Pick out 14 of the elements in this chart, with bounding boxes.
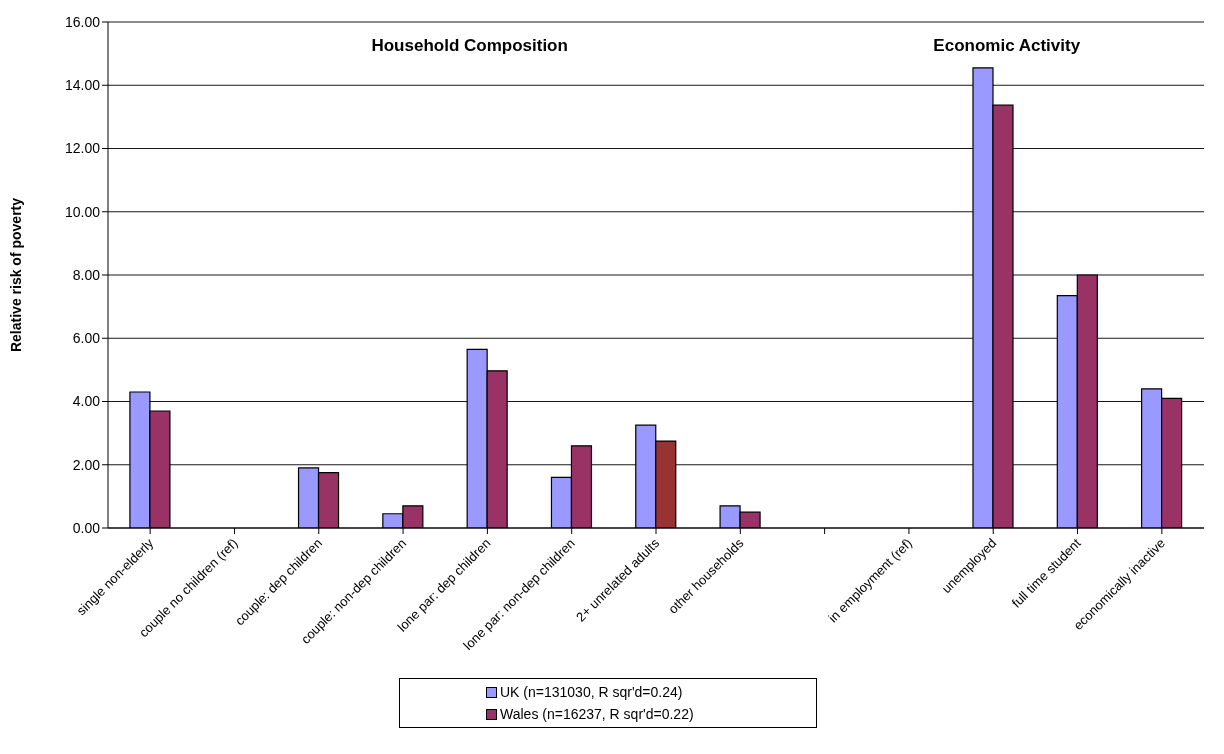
y-tick-label: 6.00 (72, 330, 101, 347)
y-tick-label: 0.00 (72, 519, 101, 536)
y-tick-label: 10.00 (64, 203, 101, 220)
y-tick-label: 16.00 (64, 13, 101, 30)
y-tick-label: 4.00 (72, 393, 101, 410)
y-tick-label: 14.00 (64, 77, 101, 94)
legend-label: UK (n=131030, R sqr'd=0.24) (500, 684, 683, 700)
y-axis-title: Relative risk of poverty (7, 197, 24, 353)
y-tick-label: 2.00 (72, 456, 101, 473)
y-tick-label: 8.00 (72, 266, 101, 283)
annotation: Economic Activity (933, 36, 1081, 56)
annotation: Household Composition (371, 36, 568, 56)
y-tick-label: 12.00 (64, 140, 101, 157)
legend-label: Wales (n=16237, R sqr'd=0.22) (500, 706, 694, 722)
